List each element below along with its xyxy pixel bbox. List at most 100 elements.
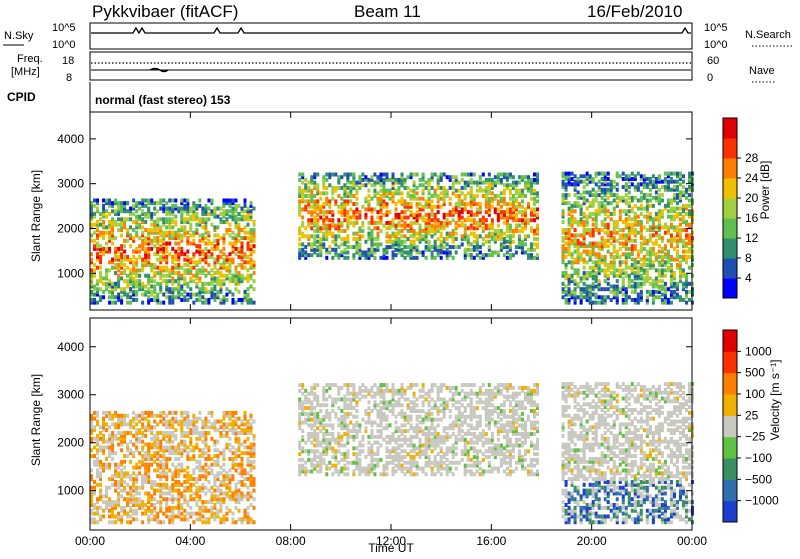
power-cell bbox=[355, 237, 358, 241]
power-cell bbox=[250, 284, 253, 288]
velocity-cell bbox=[138, 451, 141, 455]
power-cell bbox=[619, 209, 622, 213]
velocity-cell bbox=[120, 489, 123, 493]
power-cell bbox=[664, 274, 667, 278]
power-cell bbox=[524, 207, 527, 211]
power-cell bbox=[322, 175, 325, 179]
power-cell bbox=[488, 245, 491, 249]
velocity-cell bbox=[150, 480, 153, 484]
power-cell bbox=[253, 244, 256, 248]
power-cell bbox=[625, 182, 628, 186]
power-cell bbox=[180, 198, 183, 202]
power-cell bbox=[565, 247, 568, 251]
power-cell bbox=[105, 225, 108, 229]
velocity-cell bbox=[207, 466, 210, 470]
power-cell bbox=[392, 191, 395, 195]
power-cell bbox=[385, 240, 388, 244]
power-cell bbox=[673, 258, 676, 262]
power-cell bbox=[506, 216, 509, 220]
power-cell bbox=[228, 209, 231, 213]
velocity-cell bbox=[123, 480, 126, 484]
power-cell bbox=[416, 245, 419, 249]
power-cell bbox=[673, 193, 676, 197]
power-cell bbox=[337, 234, 340, 238]
power-cell bbox=[574, 233, 577, 237]
power-cell bbox=[126, 217, 129, 221]
power-cell bbox=[180, 247, 183, 251]
power-cell bbox=[135, 201, 138, 205]
power-cell bbox=[401, 234, 404, 238]
velocity-cell bbox=[204, 431, 207, 435]
velocity-cell bbox=[204, 417, 207, 421]
power-cell bbox=[592, 223, 595, 227]
power-cell bbox=[455, 250, 458, 254]
power-cell bbox=[622, 252, 625, 256]
power-cell bbox=[473, 218, 476, 222]
velocity-cell bbox=[171, 483, 174, 487]
power-cell bbox=[515, 197, 518, 201]
power-cell bbox=[234, 198, 237, 202]
power-cell bbox=[458, 210, 461, 214]
velocity-cell bbox=[105, 457, 108, 461]
power-cell bbox=[301, 189, 304, 193]
power-cell bbox=[685, 290, 688, 294]
velocity-cell bbox=[207, 489, 210, 493]
power-cell bbox=[219, 236, 222, 240]
power-cell bbox=[437, 237, 440, 241]
power-cell bbox=[640, 290, 643, 294]
velocity-cell bbox=[228, 494, 231, 498]
velocity-cell bbox=[138, 428, 141, 432]
power-cell bbox=[464, 202, 467, 206]
power-cell bbox=[503, 232, 506, 236]
power-cell bbox=[228, 276, 231, 280]
power-cell bbox=[123, 201, 126, 205]
velocity-cell bbox=[174, 434, 177, 438]
power-cell bbox=[583, 220, 586, 224]
cpid-label: CPID bbox=[7, 90, 36, 104]
power-cell bbox=[449, 232, 452, 236]
power-cell bbox=[607, 215, 610, 219]
nsky-trace bbox=[91, 28, 691, 33]
power-cell bbox=[401, 240, 404, 244]
power-cell bbox=[325, 197, 328, 201]
velocity-cell bbox=[192, 483, 195, 487]
power-cell bbox=[598, 301, 601, 305]
power-cell bbox=[105, 241, 108, 245]
power-cell bbox=[515, 181, 518, 185]
power-cell bbox=[482, 194, 485, 198]
power-cell bbox=[682, 255, 685, 259]
power-cell bbox=[446, 189, 449, 193]
velocity-cell bbox=[247, 491, 250, 495]
power-cell bbox=[485, 224, 488, 228]
power-cell bbox=[129, 258, 132, 262]
power-cell bbox=[222, 258, 225, 262]
power-cell bbox=[655, 268, 658, 272]
power-cell bbox=[189, 266, 192, 270]
velocity-cell bbox=[165, 414, 168, 418]
power-cell bbox=[159, 244, 162, 248]
power-cell bbox=[440, 221, 443, 225]
power-cell bbox=[464, 173, 467, 177]
power-cell bbox=[304, 194, 307, 198]
power-cell bbox=[667, 239, 670, 243]
power-cell bbox=[685, 188, 688, 192]
power-cell bbox=[461, 186, 464, 190]
power-cell bbox=[428, 213, 431, 217]
power-cell bbox=[440, 240, 443, 244]
power-cell bbox=[664, 177, 667, 181]
velocity-cell bbox=[117, 471, 120, 475]
velocity-cell bbox=[99, 489, 102, 493]
power-cell bbox=[673, 207, 676, 211]
power-cell bbox=[565, 228, 568, 232]
power-cell bbox=[679, 223, 682, 227]
power-cell bbox=[407, 229, 410, 233]
power-cell bbox=[376, 226, 379, 230]
power-cell bbox=[244, 290, 247, 294]
power-cell bbox=[583, 185, 586, 189]
power-cell bbox=[595, 293, 598, 297]
power-cell bbox=[340, 186, 343, 190]
power-cell bbox=[649, 204, 652, 208]
power-cell bbox=[301, 221, 304, 225]
power-cell bbox=[661, 293, 664, 297]
power-cell bbox=[589, 201, 592, 205]
